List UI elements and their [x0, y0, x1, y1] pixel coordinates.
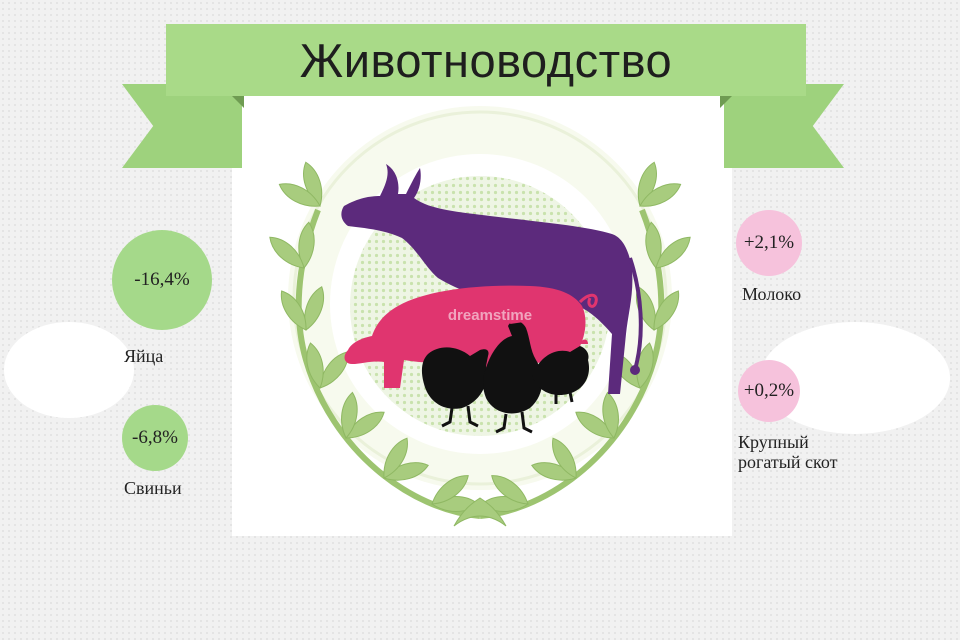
page-title: Животноводство	[299, 33, 673, 87]
rooster-icon	[483, 316, 543, 434]
bull-icon	[341, 164, 633, 394]
milk-stat-value: +2,1%	[743, 232, 795, 253]
bull-tail-tip	[630, 365, 640, 375]
eggs-stat-bubble: -16,4%	[112, 230, 212, 330]
hen-icon	[421, 343, 489, 428]
watermark-text: dreamstime	[448, 307, 532, 324]
cattle-stat-label-line1: Крупный	[738, 432, 809, 452]
eggs-stat-label: Яйца	[124, 346, 164, 366]
livestock-emblem: dreamstime	[264, 106, 696, 527]
pig-tail	[578, 293, 598, 308]
milk-stat-label: Молоко	[742, 284, 802, 304]
cattle-stat-value: +0,2%	[743, 380, 795, 401]
bull-tail	[628, 257, 643, 367]
eggs-stat-value: -16,4%	[134, 269, 190, 290]
pigs-stat-value: -6,8%	[132, 427, 178, 448]
cattle-stat-label: Крупный рогатый скот	[738, 432, 837, 472]
background-blob	[4, 322, 134, 418]
banner-tail-left	[122, 84, 242, 168]
hen-icon	[532, 339, 590, 404]
laurel-wreath-icon	[264, 159, 696, 527]
pigs-stat-label: Свиньи	[124, 478, 182, 498]
milk-stat-bubble: +2,1%	[736, 210, 802, 276]
cattle-stat-label-line2: рогатый скот	[738, 452, 838, 472]
pigs-stat-bubble: -6,8%	[122, 405, 188, 471]
cattle-stat-bubble: +0,2%	[738, 360, 800, 422]
banner-tail-right	[724, 84, 844, 168]
title-banner: Животноводство	[166, 24, 806, 96]
